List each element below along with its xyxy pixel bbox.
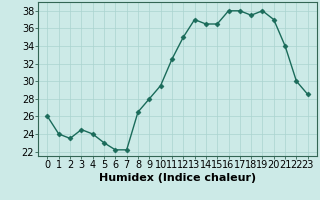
X-axis label: Humidex (Indice chaleur): Humidex (Indice chaleur) [99,173,256,183]
